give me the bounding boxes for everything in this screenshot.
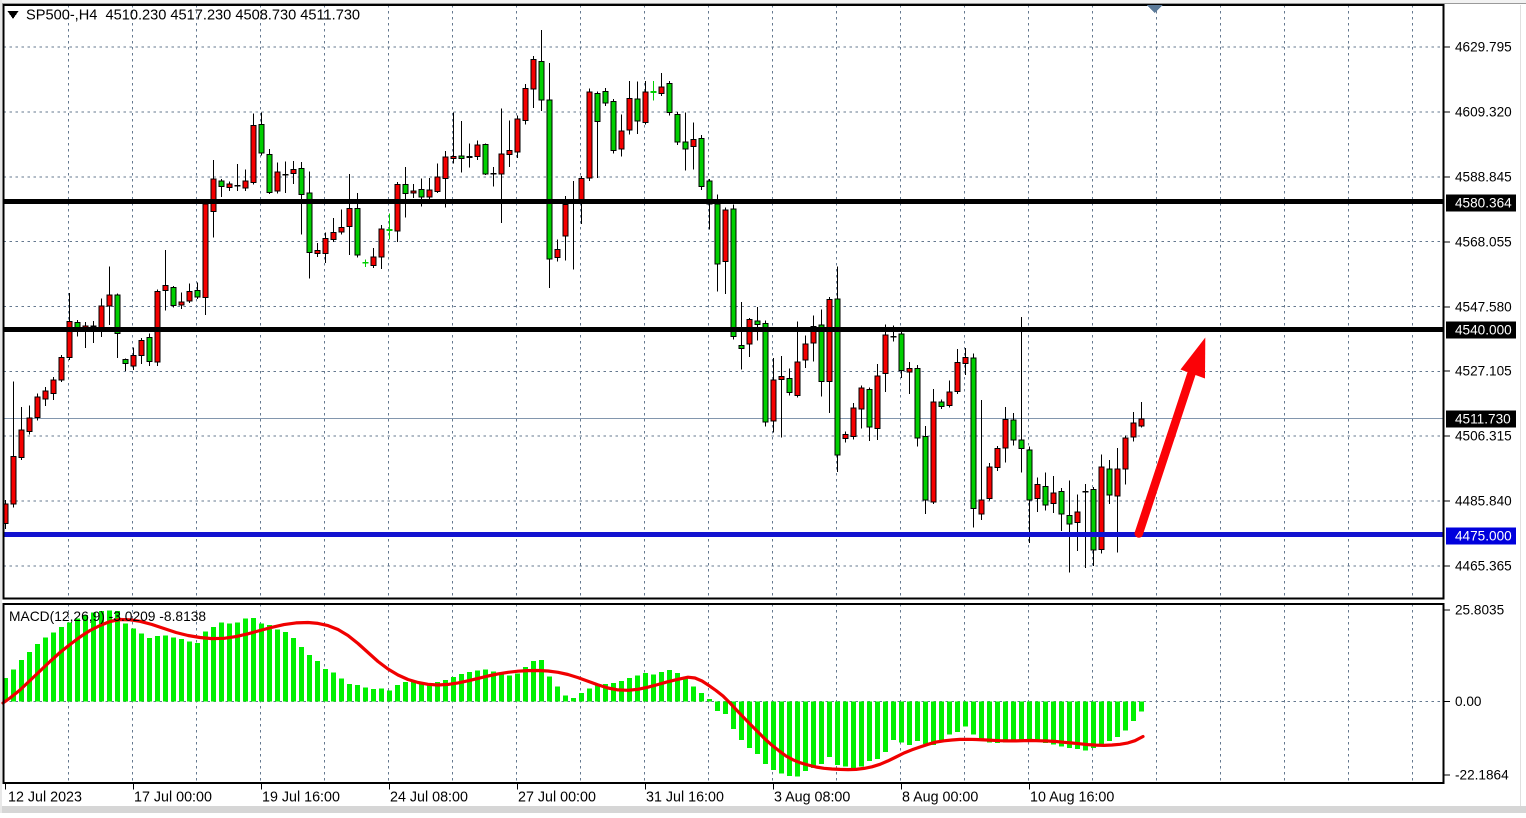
svg-text:-22.1864: -22.1864 bbox=[1455, 768, 1509, 783]
svg-text:4568.055: 4568.055 bbox=[1455, 235, 1512, 250]
svg-text:24 Jul 08:00: 24 Jul 08:00 bbox=[390, 790, 468, 806]
svg-text:4475.000: 4475.000 bbox=[1455, 529, 1512, 544]
svg-text:MACD(12,26,9) -3.0209 -8.8138: MACD(12,26,9) -3.0209 -8.8138 bbox=[9, 609, 206, 624]
svg-text:8 Aug 00:00: 8 Aug 00:00 bbox=[902, 790, 978, 806]
svg-text:31 Jul 16:00: 31 Jul 16:00 bbox=[646, 790, 724, 806]
svg-text:12 Jul 2023: 12 Jul 2023 bbox=[8, 790, 82, 806]
svg-text:4588.845: 4588.845 bbox=[1455, 170, 1512, 185]
svg-text:4609.320: 4609.320 bbox=[1455, 105, 1512, 120]
svg-text:4511.730: 4511.730 bbox=[1455, 412, 1511, 427]
svg-text:4580.364: 4580.364 bbox=[1455, 196, 1512, 211]
svg-text:10 Aug 16:00: 10 Aug 16:00 bbox=[1030, 790, 1114, 806]
svg-text:17 Jul 00:00: 17 Jul 00:00 bbox=[134, 790, 212, 806]
svg-text:4629.795: 4629.795 bbox=[1455, 40, 1512, 55]
svg-text:SP500-,H4 4510.230 4517.230 4: SP500-,H4 4510.230 4517.230 4508.730 451… bbox=[26, 8, 360, 24]
svg-text:4547.580: 4547.580 bbox=[1455, 300, 1512, 315]
svg-text:19 Jul 16:00: 19 Jul 16:00 bbox=[262, 790, 340, 806]
svg-text:27 Jul 00:00: 27 Jul 00:00 bbox=[518, 790, 596, 806]
svg-text:4465.365: 4465.365 bbox=[1455, 559, 1512, 574]
svg-text:3 Aug 08:00: 3 Aug 08:00 bbox=[774, 790, 850, 806]
svg-text:0.00: 0.00 bbox=[1455, 694, 1482, 709]
svg-text:25.8035: 25.8035 bbox=[1455, 603, 1504, 618]
svg-text:4506.315: 4506.315 bbox=[1455, 429, 1512, 444]
svg-text:4527.105: 4527.105 bbox=[1455, 364, 1512, 379]
svg-text:4485.840: 4485.840 bbox=[1455, 494, 1512, 509]
svg-text:4540.000: 4540.000 bbox=[1455, 323, 1512, 338]
